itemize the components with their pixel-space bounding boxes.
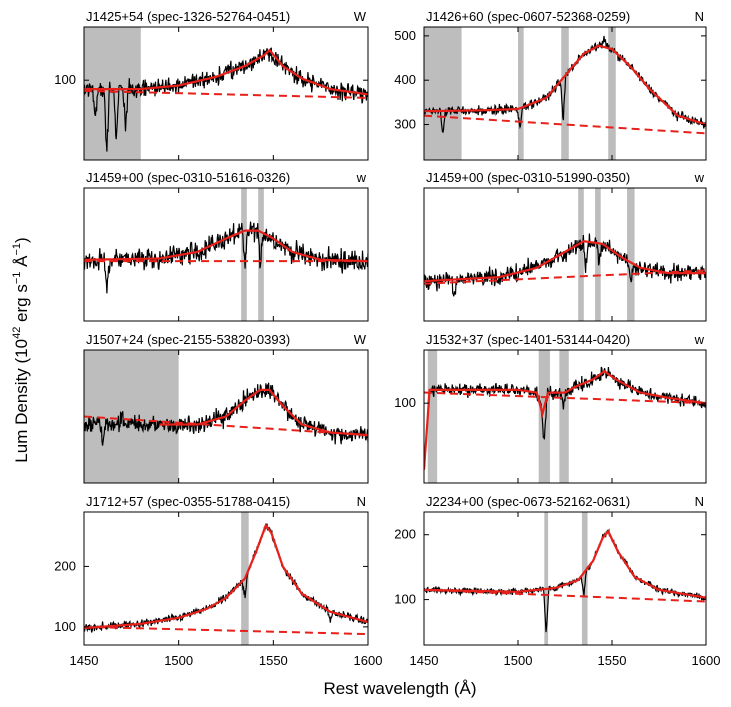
panels-group: 100 J1425+54 (spec-1326-52764-0451) W 300 40…: [54, 9, 720, 668]
panel-flag: w: [694, 332, 705, 347]
mask-region: [559, 350, 569, 483]
panel-title: J1459+00 (spec-0310-51990-0350): [426, 170, 630, 185]
x-tick-label: 1450: [410, 653, 439, 668]
continuum-line: [84, 89, 368, 99]
mask-region: [608, 27, 616, 160]
x-tick-label: 1500: [504, 653, 533, 668]
model-line: [84, 48, 368, 96]
panel-flag: N: [695, 9, 704, 24]
continuum-line: [424, 588, 706, 603]
plot-frame: [423, 187, 707, 322]
plot-frame: [423, 349, 707, 484]
mask-region: [544, 512, 549, 645]
panel-flag: w: [694, 170, 705, 185]
y-axis-label-part4: ): [12, 237, 31, 243]
panel-title: J1507+24 (spec-2155-53820-0393): [86, 332, 290, 347]
y-tick-label: 100: [54, 72, 76, 87]
spectrum-line: [424, 528, 706, 633]
mask-region: [518, 27, 524, 160]
continuum-line: [84, 625, 368, 636]
plot-frame: [423, 26, 707, 161]
plot-frame: [83, 187, 369, 322]
spectrum-line: [424, 233, 706, 297]
y-axis-label-part2: erg s: [12, 284, 31, 327]
panel-8: 1450 1500 1550 1600 100 200 J2234+00 (spec-067…: [394, 494, 720, 668]
x-tick-label: 1600: [692, 653, 721, 668]
mask-region: [538, 350, 550, 483]
panel-3: J1459+00 (spec-0310-51616-0326) w: [83, 170, 369, 322]
model-line: [424, 240, 706, 283]
mask-region: [581, 512, 588, 645]
plot-frame: [83, 511, 369, 646]
mask-region: [427, 350, 438, 483]
y-tick-label: 100: [54, 619, 76, 634]
panel-title: J1712+57 (spec-0355-51788-0415): [86, 494, 290, 509]
panel-4: J1459+00 (spec-0310-51990-0350) w: [423, 170, 707, 322]
panel-title: J1426+60 (spec-0607-52368-0259): [426, 9, 630, 24]
panel-title: J1425+54 (spec-1326-52764-0451): [86, 9, 290, 24]
mask-region: [424, 27, 462, 160]
model-line: [424, 369, 706, 470]
mask-region: [84, 350, 179, 483]
y-tick-label: 400: [394, 72, 416, 87]
mask-region: [578, 188, 584, 321]
panel-flag: W: [354, 332, 367, 347]
y-axis-label-exp2: −1: [11, 272, 23, 285]
y-tick-label: 500: [394, 28, 416, 43]
y-tick-label: 100: [394, 395, 416, 410]
y-axis-label-exp1: 42: [11, 327, 23, 339]
panel-flag: W: [354, 9, 367, 24]
x-tick-label: 1550: [259, 653, 288, 668]
model-line: [424, 44, 706, 126]
panel-5: J1507+24 (spec-2155-53820-0393) W: [83, 332, 369, 484]
y-axis-label: Lum Density (1042 erg s−1 Å−1): [11, 237, 31, 462]
y-tick-label: 300: [394, 117, 416, 132]
model-line: [84, 229, 368, 263]
plot-frame: [83, 26, 369, 161]
panel-title: J2234+00 (spec-0673-52162-0631): [426, 494, 630, 509]
y-tick-label: 200: [394, 527, 416, 542]
model-line: [424, 529, 706, 599]
spectrum-line: [84, 221, 368, 294]
panel-flag: N: [695, 494, 704, 509]
x-tick-label: 1600: [354, 653, 383, 668]
x-tick-label: 1500: [164, 653, 193, 668]
continuum-line: [84, 415, 368, 437]
plot-frame: [83, 349, 369, 484]
continuum-line: [424, 114, 706, 135]
y-tick-label: 100: [394, 592, 416, 607]
model-line: [84, 522, 368, 630]
panel-title: J1459+00 (spec-0310-51616-0326): [86, 170, 290, 185]
spectrum-line: [84, 523, 368, 633]
y-axis-label-part3: Å: [12, 255, 31, 272]
y-axis-label-part1: Lum Density (10: [12, 339, 31, 463]
panel-flag: N: [357, 494, 366, 509]
plot-frame: [423, 511, 707, 646]
y-axis-label-exp3: −1: [11, 243, 23, 256]
continuum-line: [424, 269, 706, 285]
model-line: [159, 388, 368, 437]
x-tick-label: 1550: [598, 653, 627, 668]
continuum-line: [424, 391, 706, 405]
mask-region: [627, 188, 635, 321]
y-tick-label: 200: [54, 558, 76, 573]
spectrum-line: [84, 382, 368, 446]
panel-6: 100 J1532+37 (spec-1401-53144-0420) w: [394, 332, 707, 484]
x-axis-label: Rest wavelength (Å): [323, 679, 476, 698]
panel-7: 1450 1500 1550 1600 100 200 J1712+57 (spec-035…: [54, 494, 382, 668]
panel-1: 100 J1425+54 (spec-1326-52764-0451) W: [54, 9, 369, 161]
x-tick-label: 1450: [70, 653, 99, 668]
panel-2: 300 400 500 J1426+60 (spec-0607-52368-0259)…: [394, 9, 707, 161]
panel-title: J1532+37 (spec-1401-53144-0420): [426, 332, 630, 347]
panel-flag: w: [356, 170, 367, 185]
